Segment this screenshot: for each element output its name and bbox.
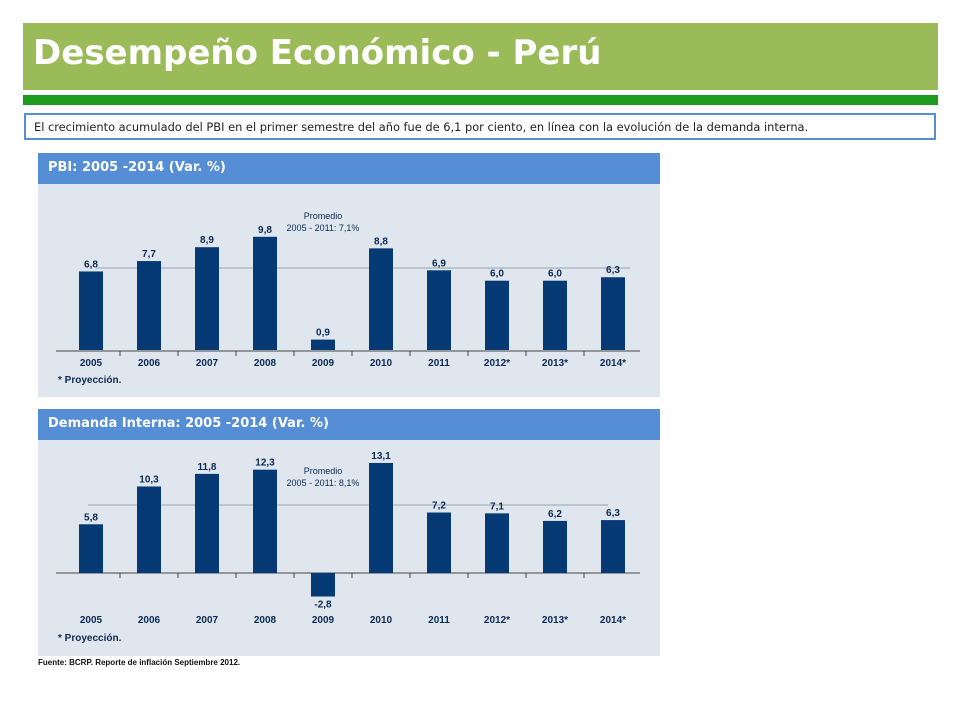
category-label-2012*: 2012* [484,615,510,626]
pbi-chart-body: 6,8 2005 7,7 2006 8,9 2007 9,8 2008 0,9 2009 8,8 20… [38,184,660,397]
bar-2010 [369,248,393,350]
bar-2006 [137,486,161,573]
category-label-2006: 2006 [138,358,161,369]
pbi-chart-title: PBI: 2005 -2014 (Var. %) [48,160,226,175]
data-label-2008: 9,8 [258,225,272,236]
category-label-2009: 2009 [312,358,335,369]
average-annotation-line2: 2005 - 2011: 8,1% [287,478,360,488]
demanda-chart-header: Demanda Interna: 2005 -2014 (Var. %) [38,409,660,440]
data-label-2012*: 6,0 [490,269,504,280]
data-label-2013*: 6,2 [548,509,562,520]
category-label-2013*: 2013* [542,358,568,369]
bar-2013* [543,520,567,573]
bar-2010 [369,462,393,573]
pbi-chart-panel: PBI: 2005 -2014 (Var. %) 6,8 2005 7,7 2006 8… [38,153,660,397]
demanda-bar-chart: 5,8 2005 10,3 2006 11,8 2007 12,3 2008 -2,8 2009 1… [56,451,640,644]
bar-2009 [311,573,335,597]
category-label-2014*: 2014* [600,358,626,369]
category-label-2005: 2005 [80,615,103,626]
data-label-2013*: 6,0 [548,269,562,280]
category-label-2014*: 2014* [600,615,626,626]
data-label-2007: 11,8 [198,462,217,473]
bar-2005 [79,524,103,573]
demanda-chart-panel: Demanda Interna: 2005 -2014 (Var. %) 5,8… [38,409,660,656]
data-label-2014*: 6,3 [606,265,620,276]
bar-2005 [79,271,103,350]
bar-2011 [427,270,451,350]
data-label-2005: 6,8 [84,259,98,270]
data-label-2005: 5,8 [84,512,98,523]
pbi-bar-chart: 6,8 2005 7,7 2006 8,9 2007 9,8 2008 0,9 2009 8,8 20… [56,211,640,386]
bar-2014* [601,520,625,573]
data-label-2014*: 6,3 [606,508,620,519]
data-label-2010: 13,1 [371,451,391,462]
projection-footnote: * Proyección. [58,375,122,386]
category-label-2007: 2007 [196,358,219,369]
category-label-2009: 2009 [312,615,335,626]
category-label-2010: 2010 [370,615,393,626]
projection-footnote: * Proyección. [58,633,122,644]
category-label-2006: 2006 [138,615,161,626]
category-label-2007: 2007 [196,615,219,626]
source-note: Fuente: BCRP. Reporte de inflación Septi… [38,658,241,667]
summary-text: El crecimiento acumulado del PBI en el p… [34,120,809,134]
data-label-2009: 0,9 [316,328,330,339]
bar-2007 [195,247,219,350]
bar-2006 [137,261,161,350]
category-label-2011: 2011 [428,358,450,369]
bar-2013* [543,280,567,350]
data-label-2008: 12,3 [255,458,275,469]
bar-2008 [253,236,277,350]
category-label-2008: 2008 [254,358,277,369]
category-label-2012*: 2012* [484,358,510,369]
data-label-2011: 7,2 [432,501,446,512]
data-label-2009: -2,8 [314,600,332,611]
data-label-2012*: 7,1 [490,501,504,512]
title-bar: Desempeño Económico - Perú [23,23,938,90]
category-label-2013*: 2013* [542,615,568,626]
demanda-chart-body: 5,8 2005 10,3 2006 11,8 2007 12,3 2008 -2,8 2009 1… [38,440,660,656]
bar-2012* [485,280,509,350]
summary-box: El crecimiento acumulado del PBI en el p… [24,113,936,140]
bar-2009 [311,339,335,350]
data-label-2007: 8,9 [200,235,214,246]
bar-2014* [601,277,625,350]
title-underline [23,95,938,105]
pbi-chart-header: PBI: 2005 -2014 (Var. %) [38,153,660,184]
category-label-2005: 2005 [80,358,103,369]
bar-2012* [485,513,509,573]
demanda-chart-title: Demanda Interna: 2005 -2014 (Var. %) [48,416,329,431]
data-label-2006: 10,3 [139,474,159,485]
slide-title: Desempeño Económico - Perú [33,33,602,73]
bar-2011 [427,512,451,573]
bar-2008 [253,469,277,573]
bar-2007 [195,473,219,573]
category-label-2011: 2011 [428,615,450,626]
category-label-2008: 2008 [254,615,277,626]
average-annotation-line1: Promedio [304,211,343,221]
data-label-2006: 7,7 [142,249,156,260]
average-annotation-line1: Promedio [304,466,343,476]
data-label-2011: 6,9 [432,258,446,269]
data-label-2010: 8,8 [374,236,388,247]
category-label-2010: 2010 [370,358,393,369]
average-annotation-line2: 2005 - 2011: 7,1% [287,223,360,233]
